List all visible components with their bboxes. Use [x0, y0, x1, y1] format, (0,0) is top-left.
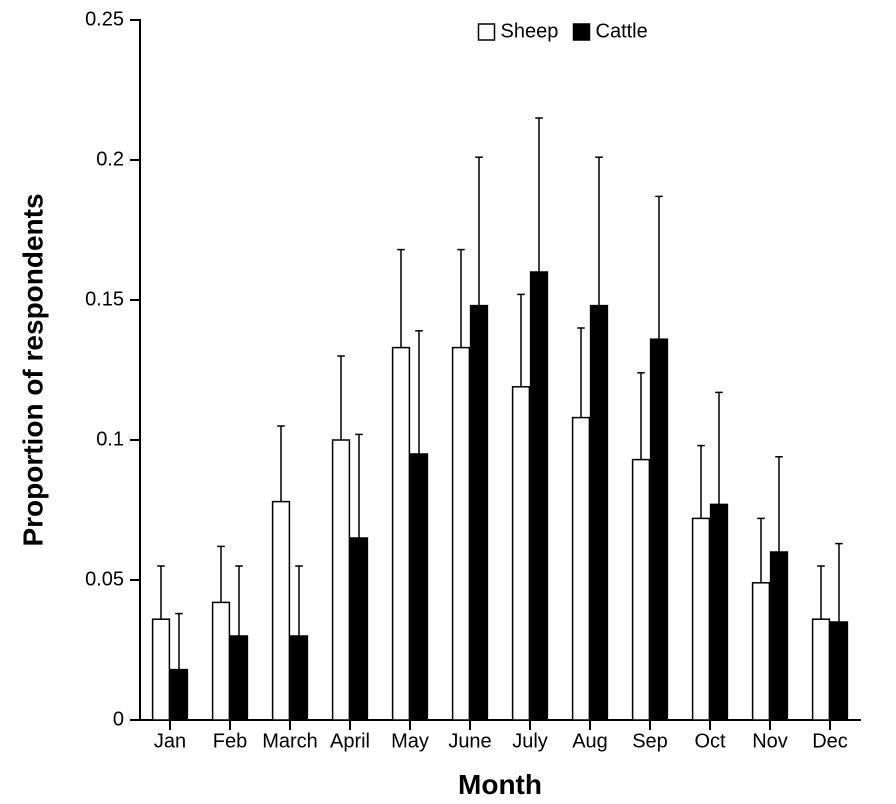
y-axis-label: Proportion of respondents — [17, 193, 48, 546]
y-tick-label: 0.1 — [96, 428, 124, 450]
chart-svg: 0 0.05 0.1 0.15 0.2 0.25 Jan Feb March April May Ju… — [0, 0, 896, 804]
x-tick-label: April — [330, 731, 370, 753]
bar-sheep — [273, 502, 290, 720]
x-tick-label: Aug — [572, 731, 608, 753]
y-tick-label: 0 — [113, 708, 124, 730]
bar-cattle — [771, 552, 788, 720]
bar-cattle — [831, 622, 848, 720]
bar-cattle — [471, 306, 488, 720]
x-tick-label: July — [512, 731, 548, 753]
bar-sheep — [633, 460, 650, 720]
bar-cattle — [591, 306, 608, 720]
bar-sheep — [153, 619, 170, 720]
y-tick-label: 0.15 — [85, 288, 124, 310]
chart-container: 0 0.05 0.1 0.15 0.2 0.25 Jan Feb March April May Ju… — [0, 0, 896, 804]
x-tick-label: March — [262, 731, 318, 753]
bar-cattle — [351, 538, 368, 720]
y-tick-label: 0.2 — [96, 148, 124, 170]
legend-label: Cattle — [596, 20, 648, 42]
bar-cattle — [291, 636, 308, 720]
bar-sheep — [393, 348, 410, 720]
bar-sheep — [333, 440, 350, 720]
x-tick-label: Feb — [213, 731, 247, 753]
legend-swatch-cattle — [574, 24, 590, 40]
x-tick-label: Oct — [694, 731, 726, 753]
legend-label: Sheep — [501, 20, 559, 42]
legend-swatch-sheep — [479, 24, 495, 40]
x-axis-label: Month — [458, 769, 542, 800]
y-tick-label: 0.25 — [85, 8, 124, 30]
x-tick-label: May — [391, 731, 429, 753]
bar-cattle — [711, 504, 728, 720]
x-tick-label: Nov — [752, 731, 788, 753]
bar-sheep — [693, 518, 710, 720]
bar-sheep — [573, 418, 590, 720]
bar-sheep — [753, 583, 770, 720]
x-tick-label: June — [448, 731, 491, 753]
bar-cattle — [651, 339, 668, 720]
bar-cattle — [231, 636, 248, 720]
bar-sheep — [213, 602, 230, 720]
x-tick-label: Sep — [632, 731, 668, 753]
bar-cattle — [531, 272, 548, 720]
x-tick-label: Jan — [154, 731, 186, 753]
bar-cattle — [411, 454, 428, 720]
bar-sheep — [813, 619, 830, 720]
bar-cattle — [171, 670, 188, 720]
y-tick-label: 0.05 — [85, 568, 124, 590]
bar-sheep — [513, 387, 530, 720]
bar-sheep — [453, 348, 470, 720]
x-tick-label: Dec — [812, 731, 848, 753]
